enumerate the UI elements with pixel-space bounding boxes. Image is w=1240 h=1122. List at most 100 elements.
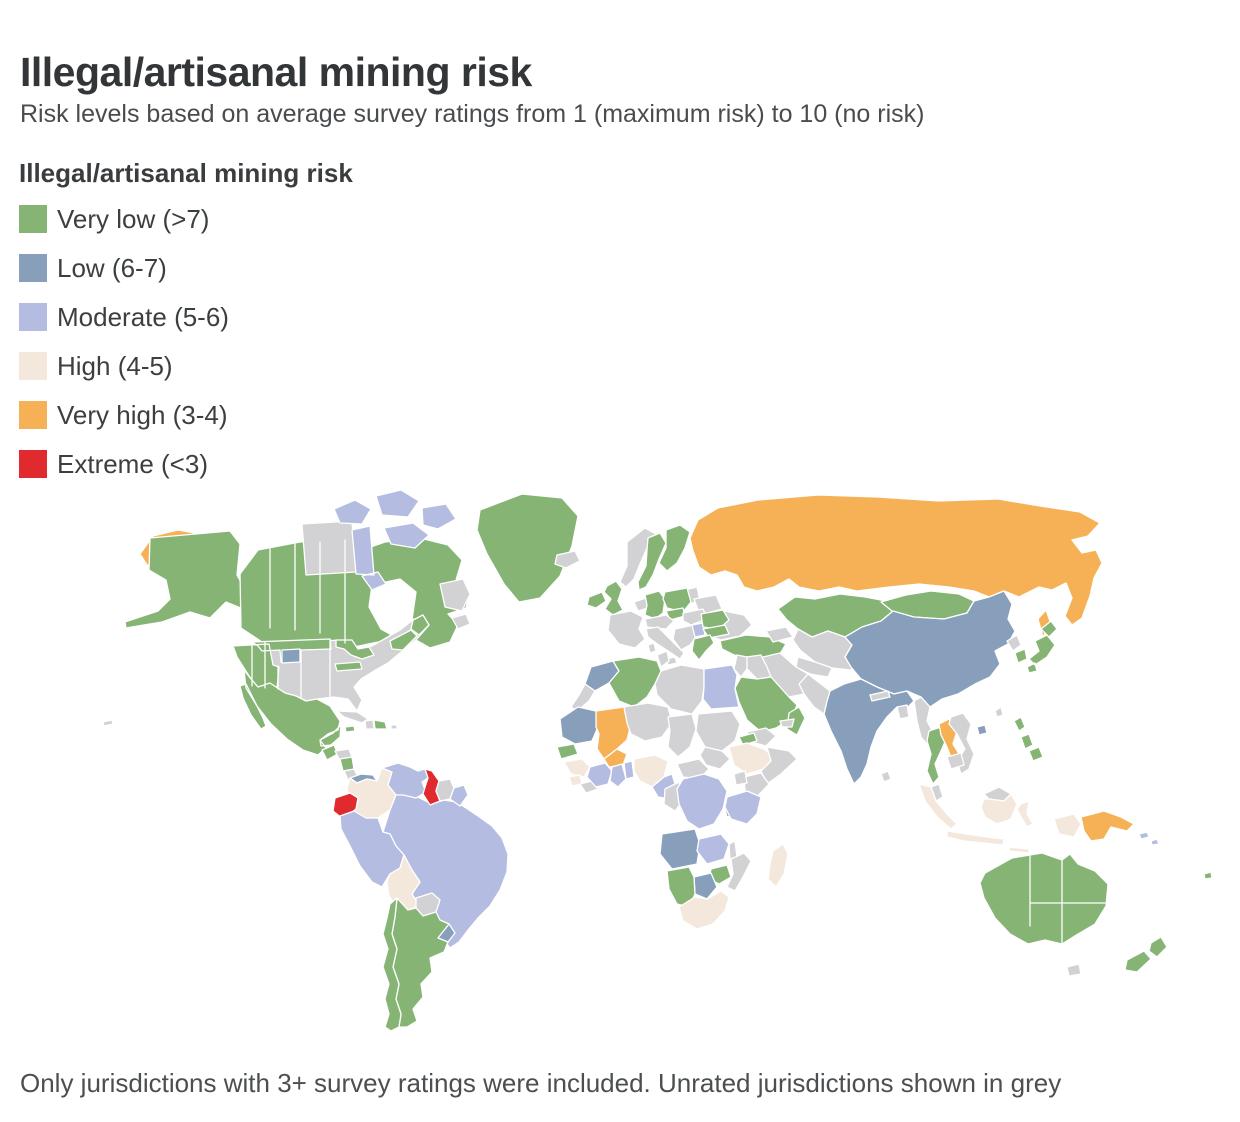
country-north-korea[interactable] xyxy=(1006,634,1022,652)
country-sweden[interactable] xyxy=(637,532,667,591)
country-tanzania[interactable] xyxy=(724,790,762,825)
legend-label-low: Low (6-7) xyxy=(57,252,167,283)
country-jamaica[interactable] xyxy=(344,725,356,733)
country-us-colorado[interactable] xyxy=(281,648,301,664)
country-canada-nwt[interactable] xyxy=(301,520,357,576)
country-uganda[interactable] xyxy=(733,770,748,786)
country-somalia[interactable] xyxy=(760,746,798,785)
country-south-africa[interactable] xyxy=(678,890,730,930)
country-us-tennessee[interactable] xyxy=(334,661,363,672)
country-madagascar[interactable] xyxy=(767,843,789,888)
country-india[interactable] xyxy=(823,678,915,785)
country-vietnam[interactable] xyxy=(948,712,975,775)
country-french-guiana[interactable] xyxy=(449,784,469,807)
country-us-maine[interactable] xyxy=(410,614,430,636)
australia-state-borders xyxy=(1029,855,1107,945)
country-bangladesh[interactable] xyxy=(896,704,910,720)
country-niger[interactable] xyxy=(623,702,673,742)
country-japan[interactable] xyxy=(1026,620,1058,674)
country-taiwan[interactable] xyxy=(994,706,1004,718)
country-south-korea[interactable] xyxy=(1014,648,1028,664)
country-mozambique[interactable] xyxy=(726,852,752,892)
country-us-northeast[interactable] xyxy=(389,629,418,651)
country-france[interactable] xyxy=(607,610,646,649)
legend-label-moderate: Moderate (5-6) xyxy=(57,301,229,332)
country-philippines[interactable] xyxy=(1013,716,1044,762)
country-hungary-slovakia[interactable] xyxy=(682,608,708,626)
country-us-alaska[interactable] xyxy=(124,530,251,629)
legend-label-very-high: Very high (3-4) xyxy=(57,399,228,430)
country-senegal[interactable] xyxy=(556,743,579,760)
country-ivory-coast[interactable] xyxy=(586,762,613,788)
country-united-kingdom[interactable] xyxy=(603,580,624,616)
country-egypt[interactable] xyxy=(702,664,740,710)
country-canada-arctic[interactable] xyxy=(333,489,457,591)
page-title: Illegal/artisanal mining risk xyxy=(20,49,532,96)
legend-item-low: Low (6-7) xyxy=(19,252,353,283)
country-mauritania[interactable] xyxy=(559,706,599,745)
country-angola[interactable] xyxy=(659,828,701,870)
footnote: Only jurisdictions with 3+ survey rating… xyxy=(20,1068,1062,1098)
country-nepal[interactable] xyxy=(869,690,891,702)
country-eritrea[interactable] xyxy=(738,732,758,746)
country-papua-new-guinea[interactable] xyxy=(1080,810,1135,842)
country-dominican-republic[interactable] xyxy=(373,719,388,730)
country-canada-labrador[interactable] xyxy=(439,578,471,630)
country-mexico[interactable] xyxy=(239,669,342,756)
page-subtitle: Risk levels based on average survey rati… xyxy=(20,100,925,128)
country-libya[interactable] xyxy=(654,664,705,715)
country-indonesia[interactable] xyxy=(918,783,1082,854)
country-algeria[interactable] xyxy=(608,656,662,708)
country-sri-lanka[interactable] xyxy=(880,770,892,783)
country-iceland[interactable] xyxy=(554,550,581,569)
country-italy[interactable] xyxy=(645,626,685,666)
country-solomon-islands[interactable] xyxy=(1138,831,1160,846)
country-south-sudan[interactable] xyxy=(699,746,731,770)
canada-province-borders xyxy=(269,539,346,644)
country-chile[interactable] xyxy=(382,897,402,1032)
country-tasmania[interactable] xyxy=(1066,963,1082,977)
country-zambia[interactable] xyxy=(696,833,730,865)
country-greece[interactable] xyxy=(691,634,715,661)
country-togo-benin[interactable] xyxy=(623,760,635,780)
legend-title: Illegal/artisanal mining risk xyxy=(19,158,353,188)
country-kenya[interactable] xyxy=(743,772,770,798)
legend-swatch-extreme xyxy=(19,450,47,478)
country-malaysia[interactable] xyxy=(930,783,1012,802)
country-ghana[interactable] xyxy=(609,763,627,788)
country-ireland[interactable] xyxy=(586,591,607,609)
country-chad[interactable] xyxy=(667,713,697,758)
country-cambodia[interactable] xyxy=(946,752,965,770)
country-uae[interactable] xyxy=(779,718,795,728)
country-australia[interactable] xyxy=(979,852,1109,945)
country-guinea[interactable] xyxy=(563,758,591,778)
country-sudan[interactable] xyxy=(695,710,741,752)
country-tunisia[interactable] xyxy=(656,650,670,668)
country-serbia[interactable] xyxy=(691,622,706,638)
country-caucasus[interactable] xyxy=(765,626,794,643)
country-western-sahara[interactable] xyxy=(570,683,596,712)
country-fiji[interactable] xyxy=(1203,871,1213,880)
country-venezuela[interactable] xyxy=(381,762,429,799)
legend-item-high: High (4-5) xyxy=(19,350,353,381)
country-us-hawaii[interactable] xyxy=(102,719,114,727)
legend-label-very-low: Very low (>7) xyxy=(57,203,210,234)
country-levant[interactable] xyxy=(733,654,748,678)
country-greenland[interactable] xyxy=(476,493,579,603)
legend-swatch-very-low xyxy=(19,205,47,233)
legend-label-high: High (4-5) xyxy=(57,350,173,381)
country-drc[interactable] xyxy=(676,773,728,830)
country-new-zealand[interactable] xyxy=(1124,936,1168,973)
country-cuba[interactable] xyxy=(336,710,369,724)
country-alpine[interactable] xyxy=(644,614,675,630)
country-finland[interactable] xyxy=(658,524,691,572)
legend-swatch-very-high xyxy=(19,401,47,429)
country-haiti[interactable] xyxy=(364,719,375,730)
country-puerto-rico[interactable] xyxy=(390,724,398,730)
legend-item-very-high: Very high (3-4) xyxy=(19,399,353,430)
country-germany[interactable] xyxy=(644,590,666,620)
country-romania[interactable] xyxy=(700,609,730,630)
country-us-upper-midwest[interactable] xyxy=(335,639,375,660)
country-ecuador[interactable] xyxy=(332,792,359,820)
